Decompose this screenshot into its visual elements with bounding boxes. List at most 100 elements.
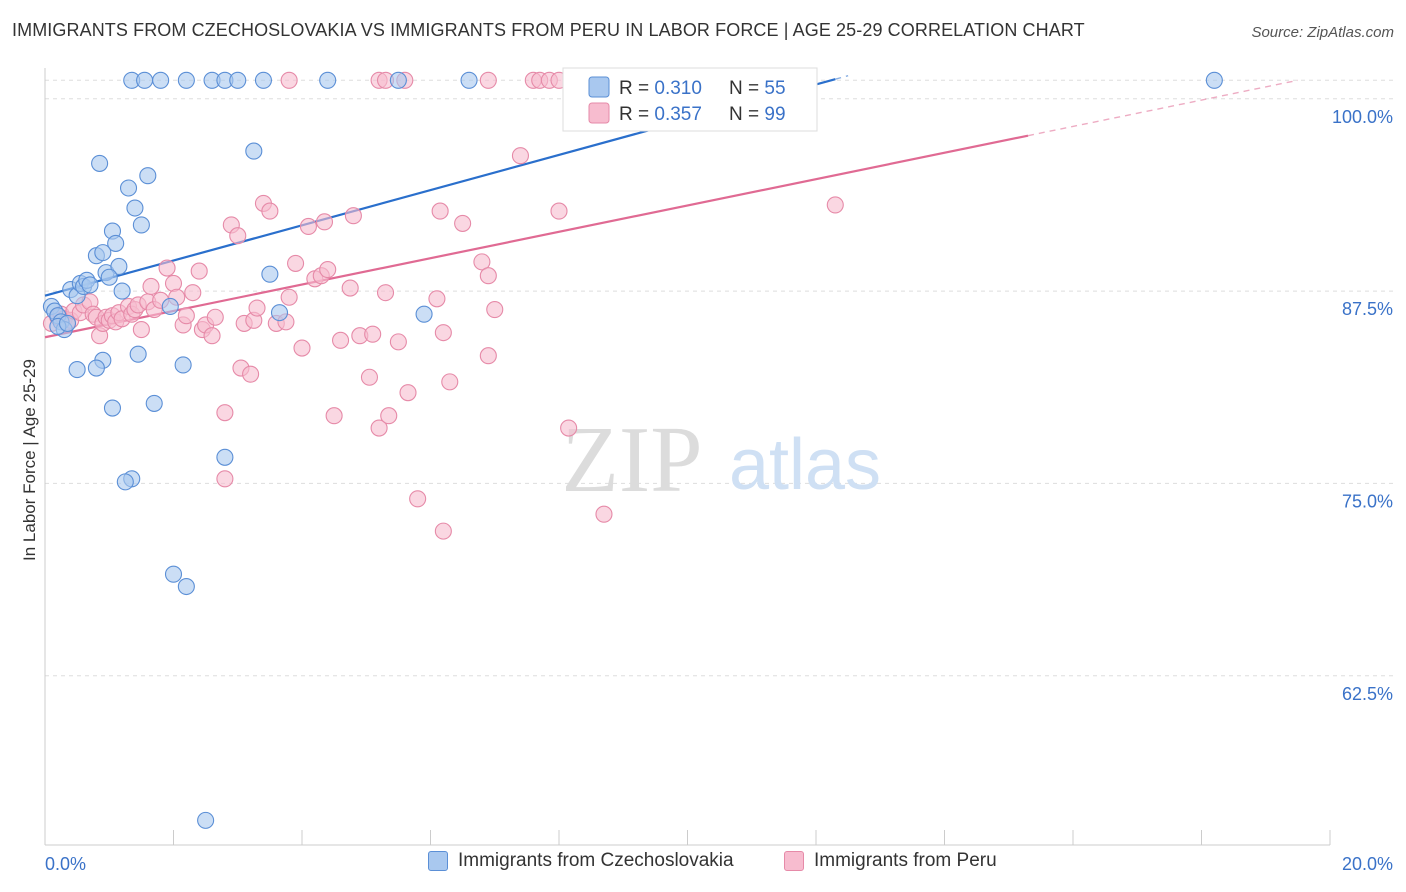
data-point-czechoslovakia <box>87 359 105 377</box>
legend-r-label: R = <box>619 78 654 99</box>
data-point-czechoslovakia <box>68 361 86 379</box>
data-point-czechoslovakia <box>58 314 77 332</box>
data-point-peru <box>364 325 382 343</box>
data-point-czechoslovakia <box>261 265 279 283</box>
y-tick-label: 100.0% <box>1332 107 1393 127</box>
legend-r-value: 0.310 <box>654 78 702 99</box>
data-point-peru <box>441 373 459 391</box>
data-point-peru <box>242 365 260 383</box>
data-point-peru <box>399 384 417 402</box>
x-tick-label: 20.0% <box>1342 854 1393 874</box>
data-point-peru <box>293 339 311 357</box>
data-point-czechoslovakia <box>107 234 125 252</box>
data-point-peru <box>184 284 202 302</box>
legend-swatch-peru <box>588 102 610 124</box>
trend-line-dashed <box>1027 79 1299 137</box>
data-point-czechoslovakia <box>116 473 134 491</box>
trend-line-dashed <box>835 75 849 80</box>
bottom-legend-swatch-czechoslovakia <box>428 851 448 871</box>
data-point-czechoslovakia <box>152 71 170 89</box>
points-layer <box>42 71 1223 829</box>
data-point-peru <box>370 419 388 437</box>
data-point-peru <box>229 227 247 245</box>
data-point-peru <box>248 299 266 317</box>
data-point-peru <box>550 202 568 220</box>
legend-n-value: 55 <box>764 78 785 99</box>
data-point-czechoslovakia <box>136 71 154 89</box>
data-point-peru <box>206 308 224 326</box>
bottom-legend-item-czechoslovakia: Immigrants from Czechoslovakia <box>428 850 734 872</box>
data-point-czechoslovakia <box>197 811 215 829</box>
bottom-legend-item-peru: Immigrants from Peru <box>784 850 997 872</box>
data-point-peru <box>511 147 530 165</box>
data-point-peru <box>142 277 160 296</box>
data-point-peru <box>360 368 379 386</box>
data-point-czechoslovakia <box>126 199 144 217</box>
legend-r-value: 0.357 <box>654 104 702 125</box>
watermark: ZIP atlas <box>562 408 882 512</box>
data-point-czechoslovakia <box>319 71 337 89</box>
data-point-peru <box>409 490 427 508</box>
data-point-czechoslovakia <box>113 282 131 300</box>
y-tick-label: 62.5% <box>1342 684 1393 704</box>
y-tick-label: 87.5% <box>1342 299 1393 319</box>
data-point-czechoslovakia <box>119 179 138 197</box>
y-tick-label: 75.0% <box>1342 491 1393 511</box>
legend-box: R = 0.310 N = 55 R = 0.357 N = 99 <box>562 67 818 132</box>
data-point-peru <box>331 331 350 349</box>
chart-title: IMMIGRANTS FROM CZECHOSLOVAKIA VS IMMIGR… <box>12 20 1085 40</box>
data-point-czechoslovakia <box>129 345 147 363</box>
data-point-peru <box>344 207 362 225</box>
data-point-peru <box>380 407 398 425</box>
data-point-peru <box>287 254 305 272</box>
data-point-czechoslovakia <box>460 71 478 89</box>
data-point-czechoslovakia <box>139 167 157 185</box>
data-point-peru <box>595 505 613 523</box>
data-point-peru <box>431 202 449 220</box>
data-point-czechoslovakia <box>174 356 192 374</box>
y-axis-title: In Labor Force | Age 25-29 <box>20 359 39 561</box>
data-point-peru <box>428 290 446 308</box>
data-point-peru <box>479 71 497 89</box>
data-point-peru <box>280 71 298 89</box>
data-point-czechoslovakia <box>254 71 273 89</box>
data-point-peru <box>479 267 497 285</box>
data-point-czechoslovakia <box>216 448 234 466</box>
data-point-czechoslovakia <box>177 577 195 596</box>
data-point-czechoslovakia <box>161 297 179 316</box>
data-point-peru <box>177 307 195 325</box>
x-tick-label: 0.0% <box>45 854 86 874</box>
bottom-legend: Immigrants from Czechoslovakia Immigrant… <box>0 850 1406 880</box>
data-point-peru <box>216 404 234 422</box>
data-point-peru <box>319 261 337 279</box>
data-point-czechoslovakia <box>270 304 289 322</box>
data-point-peru <box>164 274 183 292</box>
data-point-peru <box>132 321 150 339</box>
data-point-czechoslovakia <box>245 142 263 160</box>
data-point-peru <box>434 522 452 540</box>
data-point-peru <box>280 288 298 306</box>
trend-line-solid <box>44 134 1029 339</box>
data-point-peru <box>190 262 208 280</box>
bottom-legend-swatch-peru <box>784 851 804 871</box>
chart-source: Source: ZipAtlas.com <box>1251 24 1394 41</box>
data-point-czechoslovakia <box>229 71 247 89</box>
data-point-peru <box>560 419 578 437</box>
data-point-peru <box>203 327 221 345</box>
axis-layer: 62.5% 75.0% 87.5% 100.0% 0.0% 20.0% <box>44 68 1393 874</box>
bottom-legend-label: Immigrants from Peru <box>814 850 997 871</box>
data-point-czechoslovakia <box>132 216 150 234</box>
data-point-peru <box>376 284 395 302</box>
legend-swatch-czechoslovakia <box>588 76 610 98</box>
legend-n-label: N = <box>729 104 764 125</box>
bottom-legend-label: Immigrants from Czechoslovakia <box>458 850 734 871</box>
data-point-czechoslovakia <box>415 305 433 323</box>
data-point-peru <box>158 259 176 277</box>
data-point-czechoslovakia <box>110 257 128 276</box>
data-point-peru <box>299 217 317 236</box>
data-point-czechoslovakia <box>103 399 122 417</box>
watermark-zip: ZIP <box>562 408 703 512</box>
